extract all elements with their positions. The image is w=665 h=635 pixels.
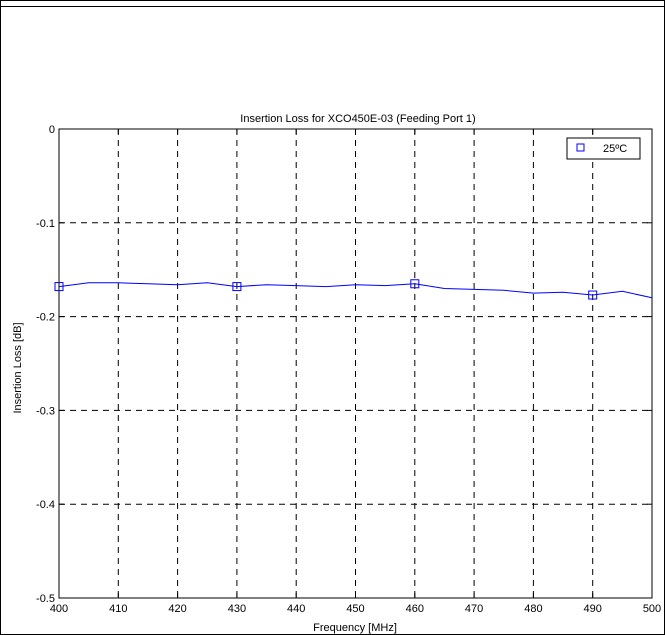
y-axis-title: Insertion Loss [dB] (12, 322, 24, 413)
chart-title: Insertion Loss for XCO450E-03 (Feeding P… (240, 113, 475, 125)
legend-label: 25ºC (603, 143, 627, 155)
x-tick-label: 430 (228, 603, 246, 615)
y-tick-label: 0 (49, 124, 55, 136)
top-divider (0, 6, 665, 7)
y-tick-label: -0.1 (36, 218, 55, 230)
x-tick-label: 400 (50, 603, 68, 615)
y-tick-label: -0.5 (36, 593, 55, 605)
series-marker-square (410, 279, 420, 289)
series-line (58, 282, 653, 299)
x-tick-label: 490 (584, 603, 602, 615)
series-marker-square (232, 282, 242, 292)
x-axis-title: Frequency [MHz] (313, 622, 397, 634)
x-tick-label: 500 (643, 603, 661, 615)
x-tick-label: 420 (168, 603, 186, 615)
y-tick-label: -0.2 (36, 312, 55, 324)
series-layer (54, 279, 653, 300)
legend-marker-square (576, 143, 585, 152)
x-tick-label: 440 (287, 603, 305, 615)
legend: 25ºC (566, 137, 641, 160)
axis-ticks: 400 410 420 430 440 450 460 470 480 490 500 0 -0.1 -0… (36, 124, 661, 615)
x-tick-label: 470 (465, 603, 483, 615)
x-tick-label: 480 (524, 603, 542, 615)
x-tick-label: 410 (109, 603, 127, 615)
legend-box (566, 137, 641, 160)
x-tick-label: 450 (346, 603, 364, 615)
y-tick-label: -0.3 (36, 405, 55, 417)
grid-lines (59, 129, 652, 598)
y-tick-label: -0.4 (36, 499, 55, 511)
series-marker-square (54, 282, 64, 292)
x-tick-label: 460 (406, 603, 424, 615)
series-marker-square (588, 290, 598, 300)
